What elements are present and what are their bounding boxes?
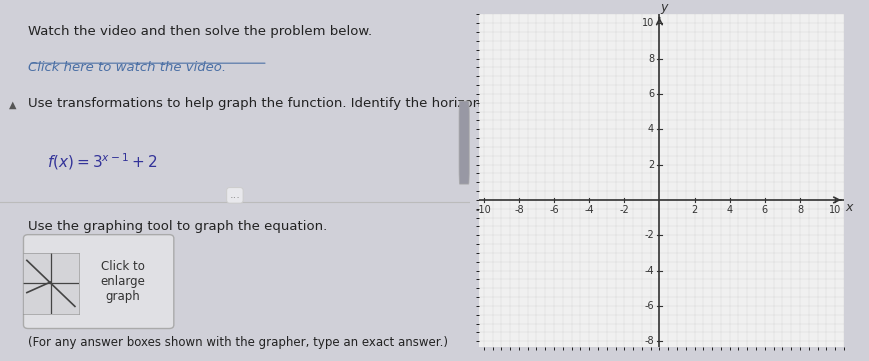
Text: 2: 2: [647, 160, 653, 170]
Text: Click here to watch the video.: Click here to watch the video.: [28, 61, 226, 74]
Text: (For any answer boxes shown with the grapher, type an exact answer.): (For any answer boxes shown with the gra…: [28, 336, 448, 349]
Text: 10: 10: [641, 18, 653, 28]
Text: Use the graphing tool to graph the equation.: Use the graphing tool to graph the equat…: [28, 220, 327, 233]
Text: x: x: [845, 201, 852, 214]
Text: ...: ...: [229, 190, 240, 200]
Text: 4: 4: [647, 124, 653, 134]
Text: -8: -8: [644, 336, 653, 346]
Text: -2: -2: [619, 205, 628, 215]
Text: $f(x) = 3^{x-1} + 2$: $f(x) = 3^{x-1} + 2$: [47, 152, 157, 172]
Text: ▲: ▲: [10, 99, 17, 109]
Text: 8: 8: [647, 53, 653, 64]
Text: Click to
enlarge
graph: Click to enlarge graph: [100, 260, 145, 303]
Text: -2: -2: [644, 230, 653, 240]
Text: -6: -6: [548, 205, 558, 215]
Text: Use transformations to help graph the function. Identify the horizontal asymptot: Use transformations to help graph the fu…: [28, 97, 577, 110]
Text: -4: -4: [584, 205, 594, 215]
Text: 6: 6: [761, 205, 767, 215]
Text: -8: -8: [514, 205, 523, 215]
Text: -4: -4: [644, 266, 653, 275]
Text: 10: 10: [828, 205, 840, 215]
Text: Watch the video and then solve the problem below.: Watch the video and then solve the probl…: [28, 25, 372, 38]
Text: 2: 2: [691, 205, 697, 215]
Text: y: y: [660, 1, 667, 14]
FancyBboxPatch shape: [23, 235, 174, 329]
Text: -6: -6: [644, 301, 653, 311]
Text: 6: 6: [647, 89, 653, 99]
Text: -10: -10: [475, 205, 491, 215]
Text: 8: 8: [796, 205, 802, 215]
Text: 4: 4: [726, 205, 732, 215]
FancyBboxPatch shape: [459, 101, 468, 184]
